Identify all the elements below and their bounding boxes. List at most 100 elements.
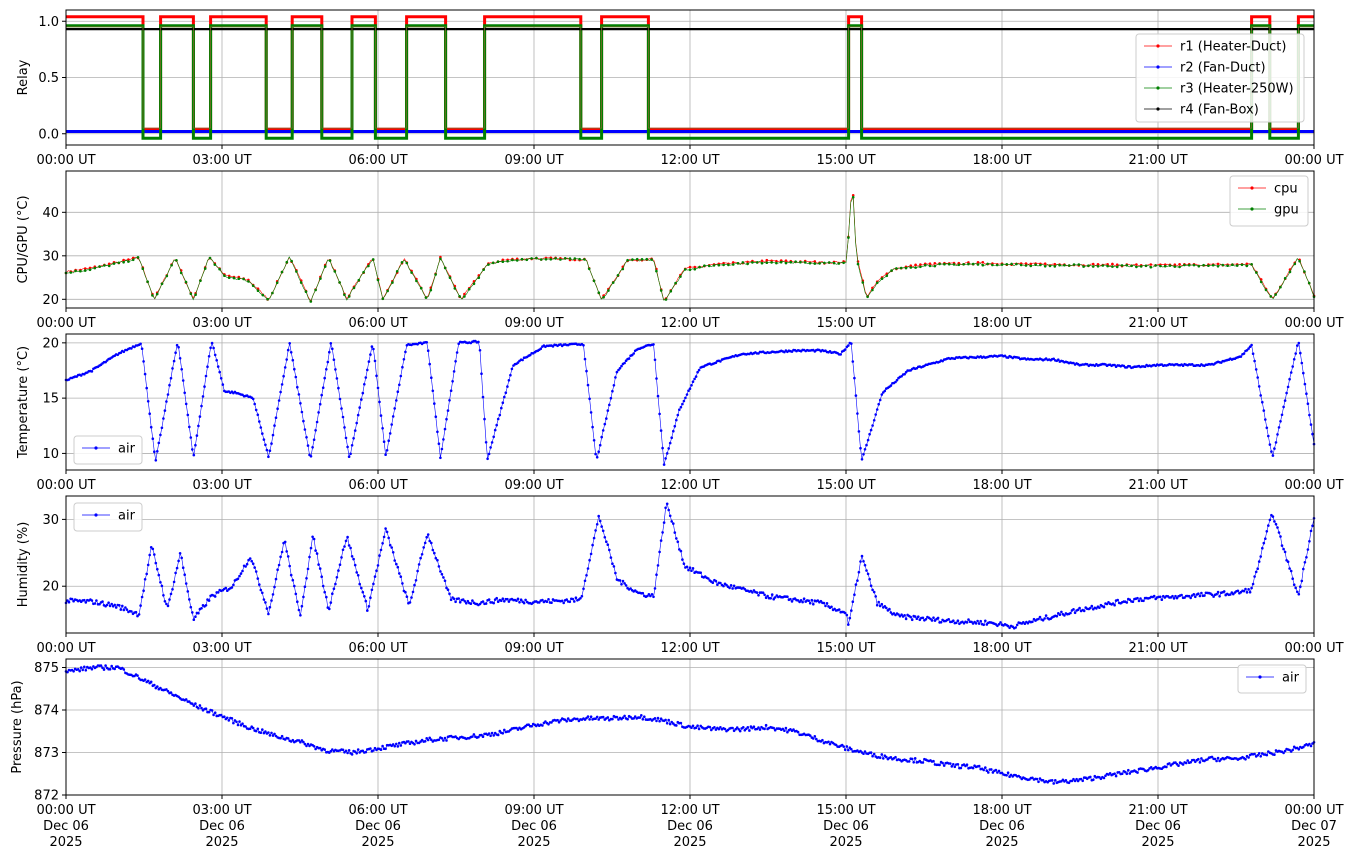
- data-point: [681, 402, 684, 406]
- data-point: [162, 417, 165, 420]
- data-point: [1277, 426, 1281, 429]
- data-point: [997, 769, 1001, 773]
- data-point: [127, 258, 130, 261]
- data-point: [326, 360, 330, 364]
- data-point: [670, 720, 673, 724]
- data-point: [446, 588, 450, 591]
- data-point: [177, 346, 180, 349]
- data-point: [159, 433, 162, 437]
- data-point: [847, 748, 850, 752]
- data-point: [1043, 265, 1047, 268]
- data-point: [661, 531, 664, 534]
- data-point: [101, 666, 104, 669]
- data-point: [415, 279, 418, 283]
- data-point: [343, 545, 346, 548]
- data-point: [685, 565, 689, 569]
- data-point: [1245, 349, 1249, 352]
- data-point: [815, 737, 818, 741]
- data-point: [112, 262, 116, 265]
- data-point: [500, 406, 503, 410]
- data-point: [1149, 265, 1153, 269]
- data-point: [799, 599, 803, 602]
- data-point: [694, 726, 698, 729]
- data-point: [1106, 263, 1109, 266]
- data-point: [213, 595, 217, 598]
- data-point: [1120, 264, 1124, 267]
- data-point: [629, 587, 632, 590]
- x-tick-label: 09:00 UT: [504, 641, 563, 656]
- data-point: [1268, 443, 1272, 446]
- data-point: [373, 575, 377, 578]
- data-point: [163, 409, 167, 412]
- legend-marker: [1156, 107, 1160, 111]
- data-point: [611, 562, 614, 565]
- data-point: [601, 529, 605, 533]
- data-point: [880, 602, 884, 606]
- data-point: [1265, 426, 1269, 430]
- data-point: [498, 729, 502, 733]
- data-point: [428, 362, 432, 366]
- data-point: [597, 291, 601, 295]
- data-point: [862, 453, 865, 456]
- data-point: [72, 670, 75, 673]
- data-point: [843, 748, 847, 752]
- data-point: [868, 432, 871, 436]
- data-point: [496, 733, 500, 737]
- y-tick-label: 1.0: [38, 15, 59, 30]
- data-point: [594, 717, 597, 720]
- legend-marker: [1250, 207, 1254, 211]
- x-tick-label: 09:00 UT: [504, 478, 563, 493]
- data-point: [253, 566, 256, 569]
- data-point: [398, 383, 401, 387]
- data-point: [675, 537, 678, 540]
- data-point: [1212, 595, 1215, 598]
- data-point: [262, 598, 266, 601]
- y-axis-label: Humidity (%): [16, 522, 31, 608]
- data-point: [1076, 779, 1080, 783]
- data-point: [192, 453, 196, 457]
- data-point: [1300, 361, 1304, 365]
- data-point: [371, 258, 375, 261]
- data-point: [349, 452, 352, 456]
- data-point: [265, 607, 269, 610]
- data-point: [914, 263, 917, 267]
- data-point: [1216, 756, 1220, 760]
- data-point: [1306, 402, 1310, 406]
- y-axis-label: Relay: [16, 59, 31, 95]
- data-point: [346, 535, 349, 539]
- data-point: [408, 601, 412, 604]
- data-point: [194, 443, 197, 447]
- data-point: [722, 263, 725, 267]
- data-point: [732, 729, 736, 733]
- data-point: [627, 357, 631, 360]
- x-tick-label: 06:00 UT: [348, 641, 407, 656]
- data-point: [445, 417, 448, 421]
- data-point: [423, 740, 427, 743]
- data-point: [349, 546, 352, 550]
- data-point: [151, 437, 155, 441]
- data-point: [941, 761, 944, 765]
- x-tick-label: 21:00 UT: [1128, 641, 1187, 656]
- data-point: [169, 376, 173, 380]
- data-point: [802, 597, 806, 600]
- data-point: [591, 425, 594, 429]
- data-point: [688, 265, 692, 269]
- data-point: [694, 375, 698, 378]
- data-point: [1187, 594, 1191, 598]
- data-point: [204, 374, 208, 378]
- y-tick-label: 15: [42, 392, 59, 407]
- data-point: [655, 573, 658, 576]
- data-point: [897, 613, 900, 616]
- data-point: [1111, 265, 1114, 268]
- data-point: [280, 734, 284, 738]
- data-point: [321, 584, 325, 588]
- data-point: [1125, 601, 1129, 604]
- data-point: [1008, 626, 1011, 630]
- data-point: [845, 613, 849, 617]
- data-point: [859, 560, 862, 563]
- data-point: [525, 258, 529, 262]
- data-point: [1070, 779, 1074, 783]
- data-point: [207, 599, 211, 602]
- data-point: [1029, 264, 1033, 268]
- data-point: [399, 374, 403, 378]
